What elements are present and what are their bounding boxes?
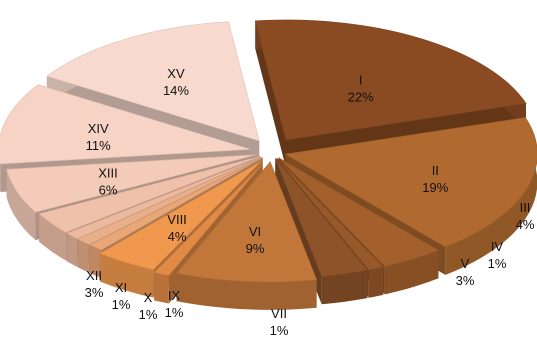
slice-wall-i (255, 20, 287, 168)
slice-side-ix (89, 244, 102, 278)
slice-side-vii (154, 272, 169, 304)
slice-category-xiv: XIV (88, 121, 109, 136)
slice-category-xiii: XIII (98, 165, 118, 180)
slice-category-v: V (461, 256, 470, 271)
slice-wall-vii (154, 164, 263, 301)
slice-label-ii: II 19% (422, 163, 448, 195)
slice-category-xv: XV (167, 66, 185, 81)
slice-side-xii (39, 213, 66, 261)
slice-value-xii: 3% (85, 285, 104, 300)
slice-value-vii: 1% (270, 323, 289, 338)
slice-vii (153, 163, 263, 276)
slice-vi (176, 161, 318, 283)
slice-category-xi: XI (115, 280, 127, 295)
slice-xii (38, 156, 261, 233)
pie-tops (0, 19, 537, 283)
slice-category-ix: IX (168, 288, 181, 303)
slice-xiv (0, 84, 251, 165)
slice-label-xiii: XIII 6% (98, 165, 118, 197)
slice-label-xiv: XIV 11% (86, 121, 111, 153)
slice-category-xii: XII (86, 268, 102, 283)
slice-label-i: I 22% (348, 72, 374, 104)
slice-value-v: 3% (456, 273, 475, 288)
slice-value-xiv: 11% (86, 138, 111, 153)
slice-label-vi: VI 9% (246, 224, 265, 256)
slice-category-iii: III (520, 200, 531, 215)
slice-label-iv: IV 1% (488, 239, 507, 271)
slice-side-xi (66, 233, 78, 267)
slice-value-viii: 4% (168, 229, 187, 244)
slice-value-iii: 4% (516, 217, 535, 232)
slice-xiii (6, 154, 257, 213)
slice-side-v (321, 270, 368, 305)
slice-label-iii: III 4% (516, 200, 535, 232)
slice-category-viii: VIII (167, 212, 187, 227)
slice-category-iv: IV (491, 239, 504, 254)
slice-label-xi: XI 1% (112, 280, 131, 312)
slice-side-viii (99, 253, 154, 298)
slice-value-xiii: 6% (99, 182, 118, 197)
slice-ix (88, 157, 263, 251)
slice-label-xv: XV 14% (163, 66, 189, 98)
slice-label-v: V 3% (456, 256, 475, 288)
slice-v (275, 158, 368, 277)
slice-side-iii (384, 250, 439, 295)
slice-value-ix: 1% (165, 305, 184, 320)
slice-category-x: X (144, 290, 153, 305)
slice-label-x: X 1% (139, 290, 158, 322)
slice-category-vi: VI (249, 224, 261, 239)
slice-value-iv: 1% (488, 256, 507, 271)
slice-ii (284, 117, 537, 248)
slice-value-xv: 14% (163, 83, 189, 98)
slice-category-ii: II (432, 163, 439, 178)
slice-x (77, 157, 263, 245)
slice-xv (46, 21, 260, 142)
slice-category-i: I (359, 72, 363, 87)
slice-side-iv (368, 266, 384, 298)
slice-side-vi (176, 273, 317, 310)
pie-labels: I 22% II 19% III 4% IV 1% V 3% VI 9% VII 1% VIII 4% IX 1%… (85, 66, 535, 338)
slice-value-vi: 9% (246, 241, 265, 256)
slice-value-x: 1% (139, 307, 158, 322)
slice-xi (66, 156, 262, 240)
slice-value-xi: 1% (112, 297, 131, 312)
slice-category-vii: VII (271, 306, 287, 321)
slice-i (254, 19, 527, 141)
slice-side-x (77, 239, 89, 273)
slice-value-ii: 19% (422, 180, 448, 195)
slice-viii (99, 161, 262, 270)
slice-label-xii: XII 3% (85, 268, 104, 300)
slice-value-i: 22% (348, 89, 374, 104)
slice-label-ix: IX 1% (165, 288, 184, 320)
slice-label-vii: VII 1% (270, 306, 289, 338)
slice-label-viii: VIII 4% (167, 212, 187, 244)
slice-iii (278, 157, 440, 267)
slice-iv (276, 157, 384, 271)
